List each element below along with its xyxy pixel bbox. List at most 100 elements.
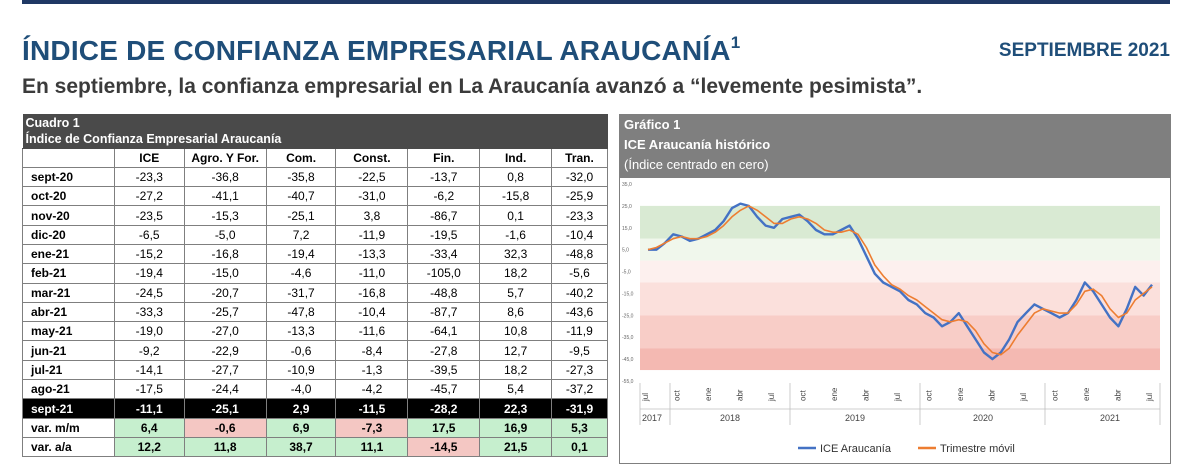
- table-cell: 0,1: [479, 205, 553, 226]
- table-cell: -8,4: [335, 340, 409, 361]
- chart-band: [640, 260, 1160, 283]
- table-cell: 18,2: [479, 359, 553, 381]
- table-cell: -47,8: [265, 301, 337, 323]
- table-row: jun-21 -9,2 -22,9 -0,6 -8,4 -27,8 12,7 -9,5: [22, 340, 608, 361]
- table-cell: -24,4: [183, 379, 267, 400]
- y-tick-label: 15,0: [622, 226, 632, 232]
- row-label: mar-21: [22, 282, 115, 303]
- y-tick-label: -55,0: [622, 379, 634, 385]
- y-tick-label: -35,0: [622, 335, 634, 341]
- y-tick-label: -45,0: [622, 357, 634, 363]
- table-cell: -35,8: [265, 166, 337, 188]
- column-header: Fin.: [407, 147, 481, 168]
- header-corner: [22, 147, 115, 168]
- table-cell: -27,8: [407, 340, 481, 361]
- table-cell: -15,2: [113, 243, 185, 265]
- table-cell: -10,9: [265, 359, 337, 381]
- chart-subtitle: (Índice centrado en cero): [624, 157, 769, 172]
- table-cell: -9,5: [551, 340, 608, 361]
- table-cell: -4,2: [335, 379, 409, 400]
- chart-panel: Gráfico 1 ICE Araucanía histórico (Índic…: [619, 114, 1171, 464]
- table-cell: -33,4: [407, 243, 481, 265]
- current-month-row: sept-21 -11,1 -25,1 2,9 -11,5 -28,2 22,3 -31,9: [22, 398, 608, 419]
- y-tick-label: -25,0: [622, 313, 634, 319]
- table-cell: 12,2: [113, 436, 185, 458]
- y-tick-label: 25,0: [622, 204, 632, 210]
- table-cell: -40,7: [265, 186, 337, 207]
- chart-band: [640, 238, 1160, 261]
- row-label: nov-20: [22, 205, 115, 226]
- table-cell: -48,8: [551, 243, 608, 265]
- table-cell: -25,1: [183, 398, 267, 419]
- table-cell: -86,7: [407, 205, 481, 226]
- table-cell: -37,2: [551, 379, 608, 400]
- x-tick-label: abr: [1114, 389, 1123, 401]
- table-cell: -43,6: [551, 301, 608, 323]
- column-header: Agro. Y For.: [183, 147, 267, 168]
- x-tick-label: oct: [925, 390, 934, 401]
- table-caption-number: Cuadro 1: [22, 114, 608, 131]
- y-tick-label: 5,0: [622, 248, 629, 254]
- table-cell: -87,7: [407, 301, 481, 323]
- table-cell: -31,9: [551, 398, 608, 419]
- table-cell: 0,8: [479, 166, 553, 188]
- table-row: feb-21 -19,4 -15,0 -4,6 -11,0 -105,0 18,2 -5,6: [22, 263, 608, 284]
- table-cell: 0,1: [551, 436, 608, 458]
- table-row: mar-21 -24,5 -20,7 -31,7 -16,8 -48,8 5,7 -40,2: [22, 282, 608, 303]
- row-label: ago-21: [22, 379, 115, 400]
- table-cell: -39,5: [407, 359, 481, 381]
- table-row: sept-20 -23,3 -36,8 -35,8 -22,5 -13,7 0,8 -32,0: [22, 166, 608, 188]
- table-cell: -11,1: [113, 398, 185, 419]
- table-cell: 18,2: [479, 263, 553, 284]
- table-cell: -11,6: [335, 321, 409, 342]
- table-cell: -15,3: [183, 205, 267, 226]
- table-cell: -28,2: [407, 398, 481, 419]
- table-cell: -64,1: [407, 321, 481, 342]
- x-tick-label: abr: [736, 389, 745, 401]
- table-cell: 10,8: [479, 321, 553, 342]
- column-header: Const.: [335, 147, 409, 168]
- table-cell: -31,0: [335, 186, 409, 207]
- table-cell: -10,4: [551, 224, 608, 245]
- x-tick-label: jul: [1019, 393, 1028, 402]
- year-label: 2018: [720, 413, 740, 423]
- variation-row: var. m/m 6,4 -0,6 6,9 -7,3 17,5 16,9 5,3: [22, 417, 608, 438]
- table-cell: -5,6: [551, 263, 608, 284]
- table-cell: -9,2: [113, 340, 185, 361]
- table-cell: -14,1: [113, 359, 185, 381]
- table-cell: -19,4: [113, 263, 185, 284]
- table-cell: -24,5: [113, 282, 185, 303]
- table-cell: 11,8: [183, 436, 267, 458]
- table-cell: 6,9: [265, 417, 337, 438]
- table-cell: -105,0: [407, 263, 481, 284]
- series-line: [647, 205, 1153, 356]
- row-label: dic-20: [22, 224, 115, 245]
- x-tick-label: abr: [862, 389, 871, 401]
- table-cell: -45,7: [407, 379, 481, 400]
- table-cell: 21,5: [479, 436, 553, 458]
- table-row: oct-20 -27,2 -41,1 -40,7 -31,0 -6,2 -15,8 -25,9: [22, 186, 608, 207]
- table-cell: -13,3: [335, 243, 409, 265]
- row-label: abr-21: [22, 301, 115, 323]
- x-tick-label: ene: [1082, 387, 1091, 401]
- legend-label: ICE Araucanía: [820, 443, 892, 455]
- table-cell: -22,9: [183, 340, 267, 361]
- table-cell: -19,4: [265, 243, 337, 265]
- column-header: ICE: [113, 147, 185, 168]
- table-row: jul-21 -14,1 -27,7 -10,9 -1,3 -39,5 18,2 -27,3: [22, 359, 608, 381]
- table-row: ago-21 -17,5 -24,4 -4,0 -4,2 -45,7 5,4 -37,2: [22, 379, 608, 400]
- table-cell: -6,5: [113, 224, 185, 245]
- table-cell: -48,8: [407, 282, 481, 303]
- x-tick-label: oct: [799, 390, 808, 401]
- table-cell: -15,0: [183, 263, 267, 284]
- chart-plot: 35,0 25,0 15,0 5,0 -5,0 -15,0 -25,0 -35,0 -45,0 -…: [622, 182, 1161, 455]
- table-cell: -5,0: [183, 224, 267, 245]
- table-cell: -13,3: [265, 321, 337, 342]
- y-tick-label: -15,0: [622, 291, 634, 297]
- table-cell: 11,1: [335, 436, 409, 458]
- table-header-row: ICE Agro. Y For. Com. Const. Fin. Ind. Tran.: [22, 147, 608, 168]
- table-cell: 3,8: [335, 205, 409, 226]
- chart-band: [640, 315, 1160, 349]
- row-label: jun-21: [22, 340, 115, 361]
- table-cell: -16,8: [335, 282, 409, 303]
